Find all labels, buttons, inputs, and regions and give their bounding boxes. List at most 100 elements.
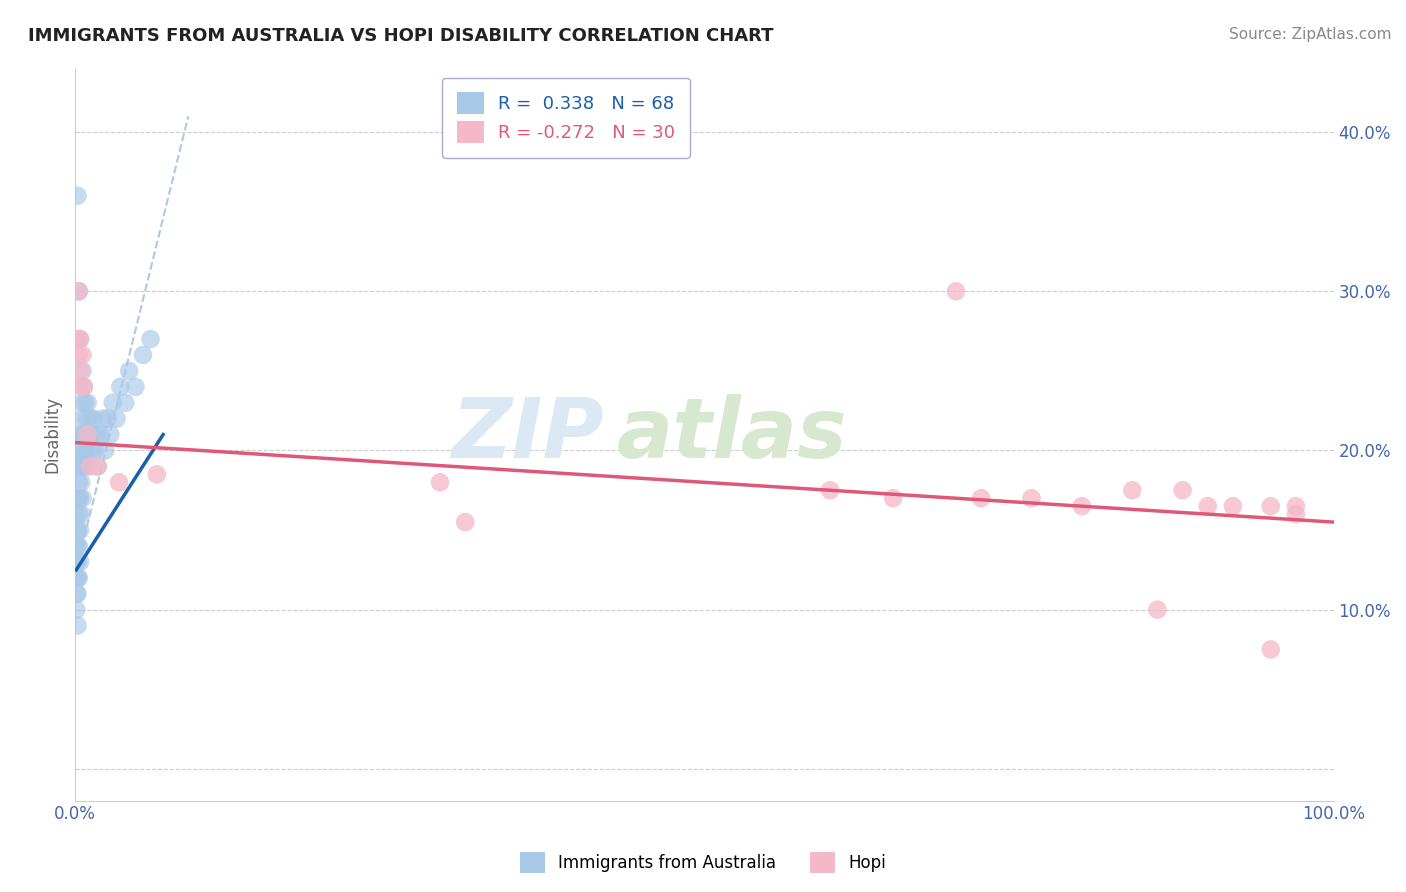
Point	[86, 427, 108, 442]
Point	[66, 332, 89, 346]
Point	[108, 475, 131, 490]
Point	[945, 285, 967, 299]
Point	[66, 571, 89, 585]
Legend: Immigrants from Australia, Hopi: Immigrants from Australia, Hopi	[513, 846, 893, 880]
Point	[132, 348, 155, 362]
Point	[80, 443, 103, 458]
Point	[70, 411, 93, 425]
Point	[69, 491, 91, 506]
Point	[124, 380, 146, 394]
Point	[66, 555, 89, 569]
Point	[72, 348, 94, 362]
Point	[86, 459, 108, 474]
Point	[66, 587, 89, 601]
Point	[66, 459, 89, 474]
Point	[1260, 499, 1282, 513]
Point	[75, 459, 97, 474]
Point	[67, 571, 90, 585]
Point	[69, 523, 91, 537]
Point	[114, 396, 136, 410]
Point	[429, 475, 451, 490]
Point	[69, 332, 91, 346]
Point	[1146, 602, 1168, 616]
Point	[70, 475, 93, 490]
Point	[72, 427, 94, 442]
Point	[1121, 483, 1143, 498]
Point	[67, 539, 90, 553]
Point	[67, 507, 90, 521]
Point	[1285, 507, 1308, 521]
Point	[94, 443, 117, 458]
Point	[72, 396, 94, 410]
Point	[65, 555, 87, 569]
Point	[105, 411, 128, 425]
Point	[70, 443, 93, 458]
Point	[1021, 491, 1043, 506]
Point	[69, 555, 91, 569]
Point	[1197, 499, 1219, 513]
Legend: R =  0.338   N = 68, R = -0.272   N = 30: R = 0.338 N = 68, R = -0.272 N = 30	[441, 78, 689, 158]
Point	[118, 364, 141, 378]
Point	[818, 483, 841, 498]
Point	[67, 491, 90, 506]
Point	[1171, 483, 1194, 498]
Point	[84, 443, 107, 458]
Point	[110, 380, 132, 394]
Point	[76, 427, 98, 442]
Point	[65, 507, 87, 521]
Point	[1260, 642, 1282, 657]
Point	[79, 411, 101, 425]
Point	[101, 396, 124, 410]
Point	[82, 427, 104, 442]
Point	[97, 411, 120, 425]
Point	[970, 491, 993, 506]
Point	[70, 380, 93, 394]
Point	[67, 285, 90, 299]
Point	[65, 587, 87, 601]
Point	[73, 459, 96, 474]
Point	[1070, 499, 1092, 513]
Point	[1222, 499, 1244, 513]
Point	[882, 491, 904, 506]
Point	[75, 396, 97, 410]
Point	[77, 427, 100, 442]
Point	[75, 443, 97, 458]
Point	[69, 459, 91, 474]
Point	[76, 443, 98, 458]
Point	[69, 364, 91, 378]
Point	[73, 380, 96, 394]
Point	[65, 523, 87, 537]
Y-axis label: Disability: Disability	[44, 396, 60, 473]
Point	[89, 427, 111, 442]
Point	[67, 348, 90, 362]
Point	[69, 332, 91, 346]
Point	[83, 411, 105, 425]
Point	[72, 459, 94, 474]
Point	[454, 515, 477, 529]
Point	[66, 523, 89, 537]
Point	[67, 285, 90, 299]
Point	[91, 411, 114, 425]
Point	[70, 507, 93, 521]
Point	[67, 475, 90, 490]
Point	[73, 380, 96, 394]
Point	[65, 539, 87, 553]
Point	[65, 602, 87, 616]
Text: atlas: atlas	[616, 394, 846, 475]
Point	[139, 332, 162, 346]
Point	[73, 427, 96, 442]
Point	[72, 364, 94, 378]
Text: IMMIGRANTS FROM AUSTRALIA VS HOPI DISABILITY CORRELATION CHART: IMMIGRANTS FROM AUSTRALIA VS HOPI DISABI…	[28, 27, 773, 45]
Point	[66, 189, 89, 203]
Point	[66, 539, 89, 553]
Point	[79, 459, 101, 474]
Text: ZIP: ZIP	[451, 394, 603, 475]
Point	[72, 491, 94, 506]
Point	[146, 467, 169, 482]
Point	[98, 427, 121, 442]
Point	[75, 411, 97, 425]
Point	[67, 443, 90, 458]
Point	[76, 396, 98, 410]
Text: Source: ZipAtlas.com: Source: ZipAtlas.com	[1229, 27, 1392, 42]
Point	[86, 459, 108, 474]
